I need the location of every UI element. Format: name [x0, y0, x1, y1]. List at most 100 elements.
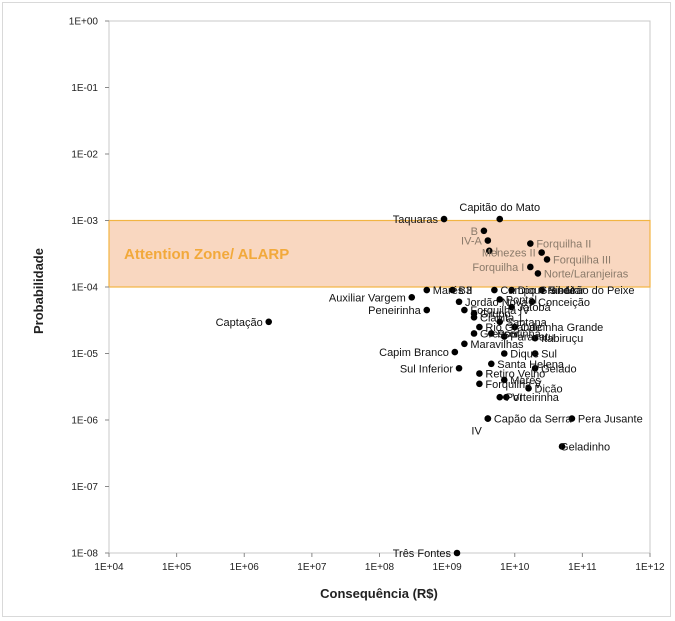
data-point [503, 393, 510, 401]
data-point [511, 323, 519, 331]
point-label: Santana [506, 317, 548, 329]
y-tick-label: 1E-06 [71, 416, 98, 427]
point-label: IV [471, 426, 482, 438]
data-point [500, 333, 508, 340]
point-label: B [471, 226, 478, 238]
data-point [423, 306, 431, 314]
y-tick-label: 1E-05 [71, 349, 98, 360]
point-label: Geladinho [560, 441, 610, 453]
point-label: Conceição [538, 297, 590, 309]
y-tick-label: 1E+00 [69, 17, 99, 28]
point-label: Dicão [535, 383, 563, 395]
data-point [531, 334, 539, 342]
point-label: Auxiliar Vargem [329, 292, 406, 304]
point-label: Marés II [433, 285, 473, 297]
point-label: Pera Jusante [578, 414, 643, 426]
data-point [461, 306, 468, 314]
data-point [525, 384, 532, 392]
y-tick-label: 1E-01 [71, 83, 98, 94]
x-tick-label: 1E+09 [433, 562, 463, 573]
data-point [476, 370, 483, 377]
data-point [496, 318, 504, 326]
data-point [508, 303, 515, 311]
x-tick-label: 1E+05 [162, 562, 192, 573]
point-label: Paracatu [510, 332, 554, 344]
data-point [538, 286, 545, 294]
data-point [534, 270, 542, 277]
data-point [538, 249, 545, 256]
alarp-zone-label: Attention Zone/ ALARP [124, 246, 289, 263]
data-point [531, 350, 539, 357]
data-point [476, 323, 483, 331]
data-point [453, 549, 461, 557]
data-point [484, 415, 492, 422]
data-point [487, 360, 495, 368]
point-label: Retiro Velho [485, 369, 545, 381]
point-label: Cianita 1 [480, 312, 523, 324]
point-label: Sul Inferior [400, 363, 454, 375]
data-point [500, 350, 508, 357]
point-label: Pontal [506, 294, 537, 306]
point-label: Forquilha V [485, 379, 542, 391]
data-point [527, 263, 534, 271]
data-points [265, 215, 576, 557]
point-label: Menezes II [482, 248, 536, 260]
point-label: Dique 5 - Mar [518, 285, 585, 297]
data-point [528, 298, 536, 306]
point-label: Jordão Nova [465, 297, 528, 309]
x-tick-label: 1E+04 [94, 562, 124, 573]
data-point [508, 286, 515, 294]
data-point [568, 415, 576, 422]
data-point [484, 237, 492, 244]
point-label: Gressor [480, 328, 519, 340]
data-point [480, 227, 488, 235]
point-label: Peneirinha [368, 305, 421, 317]
point-label: Itabiruçu [541, 333, 583, 345]
x-axis-title: Consequência (R$) [320, 586, 438, 601]
data-point [440, 215, 448, 223]
alarp-zone-band [108, 219, 651, 288]
data-point [487, 330, 495, 337]
point-label: Forquilha II [536, 239, 591, 251]
point-label: Capitão do Mato [459, 202, 540, 214]
data-point [461, 340, 468, 348]
data-point [476, 380, 483, 388]
point-label: Forquilha III [553, 254, 611, 266]
point-label: Norte/Laranjeiras [544, 268, 629, 280]
point-label: Forquilha IV [470, 305, 530, 317]
point-label: Taquaras [393, 214, 439, 226]
data-point [543, 256, 551, 263]
data-point [531, 364, 539, 372]
x-tick-label: 1E+11 [568, 562, 597, 573]
y-tick-label: 1E-03 [71, 216, 98, 227]
point-label: Marés [510, 375, 541, 387]
point-label: I [495, 246, 498, 258]
y-tick-label: 1E-04 [71, 283, 98, 294]
data-point [496, 393, 504, 401]
x-tick-label: 1E+06 [230, 562, 260, 573]
point-label: Campo Grande [500, 285, 575, 297]
point-label: Jatobá [518, 302, 552, 314]
point-label: Grupo [480, 308, 511, 320]
axis-ticks: 1E+04 1E+05 1E+06 1E+07 1E+08 1E+09 1E+10 1E+11… [69, 17, 665, 574]
point-label: Captação [216, 317, 263, 329]
data-point [449, 286, 456, 294]
data-point [423, 286, 431, 294]
point-label: Dique [510, 349, 539, 361]
point-label: Capão da Serra [494, 414, 573, 426]
data-point [451, 348, 459, 356]
point-label: B3 [458, 285, 471, 297]
data-point [485, 247, 493, 255]
data-point [496, 296, 504, 303]
point-label: Pontinha [497, 328, 541, 340]
data-point [500, 376, 508, 384]
data-point [455, 364, 463, 372]
point-label: Maravilhas [470, 339, 524, 351]
point-label: Santa Helena [497, 359, 565, 371]
point-label: IV-A [461, 236, 482, 248]
y-axis-title: Probabilidade [31, 248, 46, 334]
data-point [408, 294, 416, 301]
data-point [470, 330, 478, 337]
x-tick-label: 1E+10 [500, 562, 530, 573]
